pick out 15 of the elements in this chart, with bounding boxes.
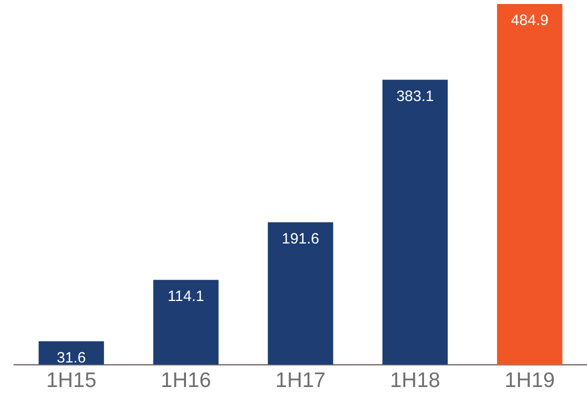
- data-label: 114.1: [168, 288, 204, 306]
- x-tick-label: 1H17: [275, 369, 326, 392]
- x-tick-label: 1H18: [390, 369, 440, 392]
- x-tick-label: 1H15: [46, 369, 96, 392]
- data-label: 191.6: [282, 230, 320, 248]
- bar: [38, 341, 104, 365]
- bar: [497, 4, 562, 365]
- x-tick-label: 1H16: [160, 369, 211, 392]
- data-label: 484.9: [510, 12, 548, 30]
- x-tick-label: 1H19: [504, 369, 555, 392]
- bar: [268, 222, 334, 365]
- data-label: 383.1: [396, 88, 434, 105]
- data-label: 31.6: [56, 349, 86, 366]
- bar: [382, 80, 448, 365]
- bar: [153, 280, 219, 365]
